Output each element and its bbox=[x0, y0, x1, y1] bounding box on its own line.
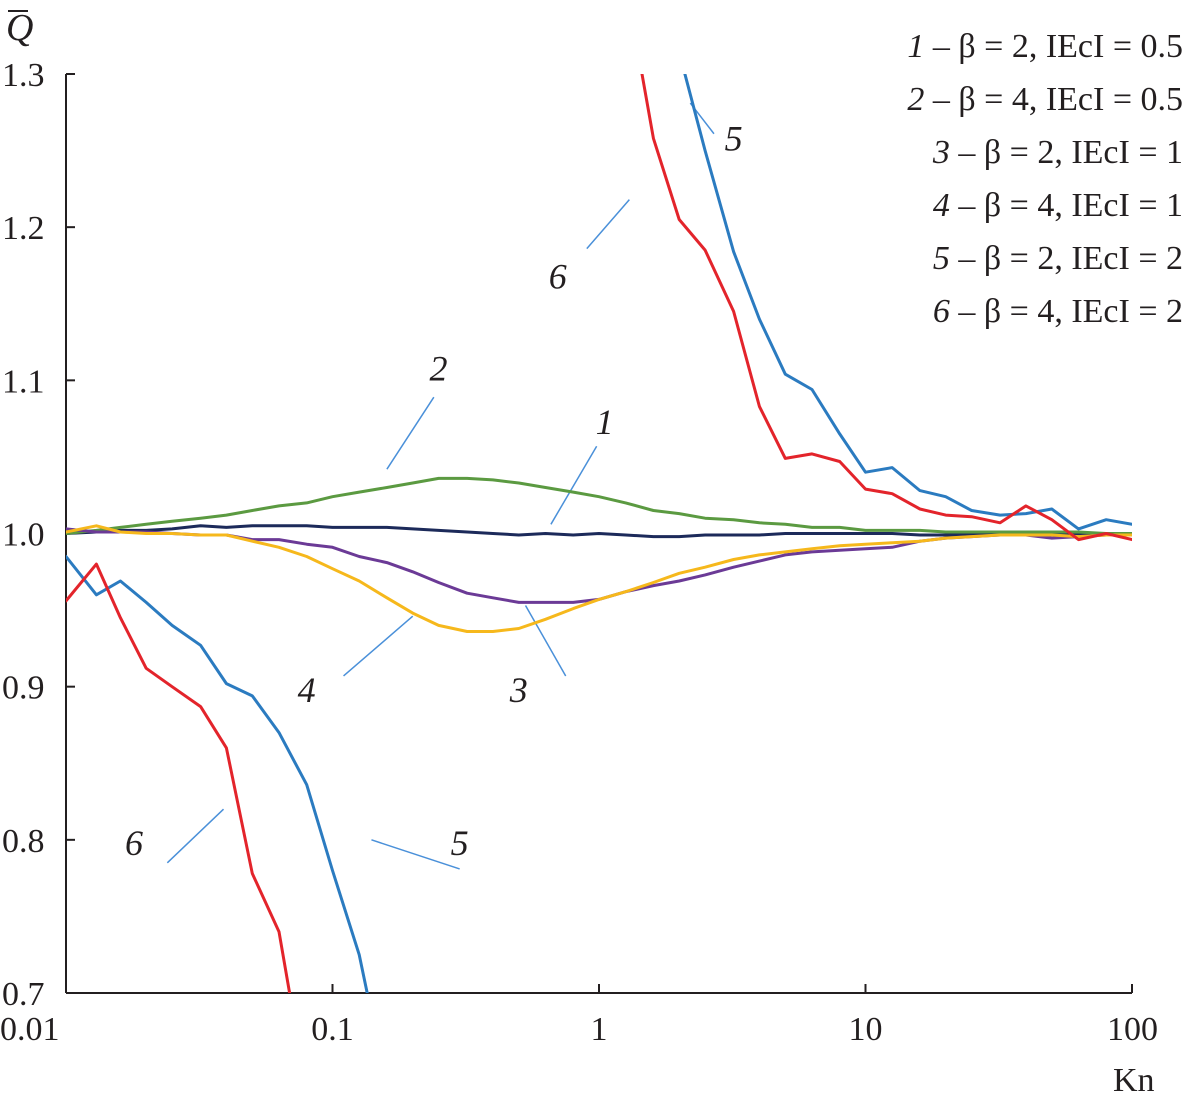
legend-text: – β = 4, IEcI = 1 bbox=[950, 187, 1183, 224]
leader-line bbox=[524, 605, 567, 677]
legend-text: – β = 4, IEcI = 2 bbox=[950, 293, 1183, 330]
curve-label-6: 6 bbox=[549, 256, 567, 296]
legend-number: 2 bbox=[907, 81, 924, 118]
legend: 1 – β = 2, IEcI = 0.52 – β = 4, IEcI = 0… bbox=[907, 28, 1183, 330]
leader-lines bbox=[166, 102, 715, 870]
series-line-6 bbox=[640, 74, 1132, 542]
series-2 bbox=[66, 476, 1132, 535]
curve-label-5: 5 bbox=[451, 823, 469, 863]
leader-line bbox=[550, 445, 598, 525]
curve-labels: 1 2 3 4 5 6 5 6 bbox=[125, 119, 743, 864]
curve-label-4: 4 bbox=[298, 670, 316, 710]
legend-number: 1 bbox=[907, 28, 924, 65]
series-1 bbox=[66, 524, 1132, 539]
x-tick-label: 100 bbox=[1107, 1011, 1158, 1048]
legend-entry: 6 – β = 4, IEcI = 2 bbox=[933, 293, 1183, 330]
curve-label-5: 5 bbox=[725, 119, 743, 159]
series-line-4 bbox=[66, 524, 1132, 633]
y-tick-label: 1.0 bbox=[2, 517, 45, 554]
y-tick-label: 0.9 bbox=[2, 670, 45, 707]
series-line-5 bbox=[683, 74, 1132, 531]
x-tick-label: 10 bbox=[849, 1011, 883, 1048]
y-tick-label: 0.8 bbox=[2, 823, 45, 860]
leader-line bbox=[586, 199, 630, 250]
legend-number: 5 bbox=[933, 240, 950, 277]
series-line-1 bbox=[66, 524, 1132, 539]
y-tick-label: 0.7 bbox=[2, 976, 45, 1013]
y-axis-title: Q bbox=[6, 7, 33, 49]
series-group bbox=[66, 74, 1132, 993]
x-tick-label: 0.01 bbox=[0, 1011, 60, 1048]
y-tick-label: 1.3 bbox=[2, 57, 45, 94]
legend-text: – β = 2, IEcI = 2 bbox=[950, 240, 1183, 277]
legend-text: – β = 2, IEcI = 1 bbox=[950, 134, 1183, 171]
series-4 bbox=[66, 524, 1132, 633]
legend-entry: 1 – β = 2, IEcI = 0.5 bbox=[907, 28, 1183, 65]
legend-text: – β = 4, IEcI = 0.5 bbox=[924, 81, 1183, 118]
curve-label-2: 2 bbox=[430, 348, 448, 388]
y-tick-label: 1.2 bbox=[2, 210, 45, 247]
legend-number: 3 bbox=[932, 134, 950, 171]
legend-entry: 4 – β = 4, IEcI = 1 bbox=[933, 187, 1183, 224]
series-6 bbox=[66, 74, 1132, 993]
legend-entry: 3 – β = 2, IEcI = 1 bbox=[932, 134, 1183, 171]
y-tick-label: 1.1 bbox=[2, 363, 45, 400]
curve-label-6: 6 bbox=[125, 823, 143, 863]
legend-text: – β = 2, IEcI = 0.5 bbox=[924, 28, 1183, 65]
curve-label-1: 1 bbox=[596, 402, 614, 442]
series-line-3 bbox=[66, 527, 1132, 604]
leader-line bbox=[166, 808, 225, 864]
legend-entry: 5 – β = 2, IEcI = 2 bbox=[933, 240, 1183, 277]
leader-line bbox=[386, 396, 435, 470]
ticks: 0.7 0.8 0.9 1.0 1.1 1.2 1.3 0.01 0.1 1 10 100 bbox=[0, 57, 1158, 1048]
series-line-6 bbox=[66, 562, 292, 993]
series-line-5 bbox=[66, 555, 369, 993]
series-5 bbox=[66, 74, 1132, 993]
legend-number: 6 bbox=[933, 293, 950, 330]
y-axis-label: Q bbox=[6, 7, 33, 49]
curve-label-3: 3 bbox=[509, 670, 528, 710]
series-3 bbox=[66, 527, 1132, 604]
series-line-2 bbox=[66, 476, 1132, 535]
leader-line bbox=[371, 839, 460, 870]
leader-line bbox=[343, 615, 414, 677]
legend-number: 4 bbox=[933, 187, 950, 224]
x-axis-label: Kn bbox=[1113, 1062, 1155, 1099]
x-tick-label: 0.1 bbox=[311, 1011, 354, 1048]
legend-entry: 2 – β = 4, IEcI = 0.5 bbox=[907, 81, 1183, 118]
x-tick-label: 1 bbox=[591, 1011, 608, 1048]
